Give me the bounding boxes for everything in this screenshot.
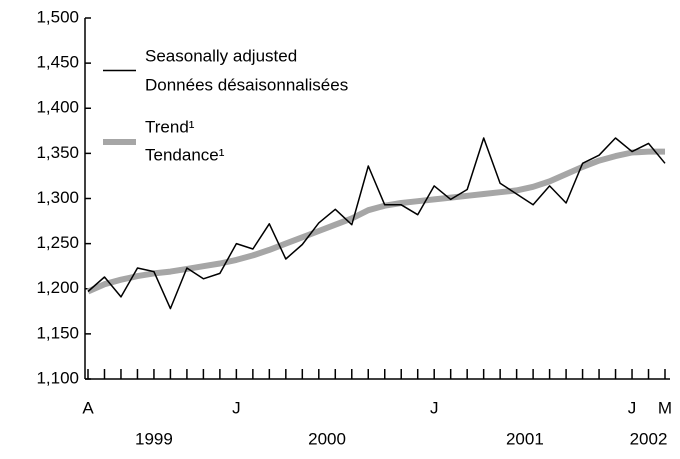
x-tick-label: M: [658, 398, 672, 417]
y-tick-label: 1,100: [36, 368, 79, 387]
x-tick-label: A: [82, 398, 94, 417]
series-line: [87, 137, 666, 310]
y-tick-label: 1,500: [36, 7, 79, 26]
x-tick-label: J: [232, 398, 241, 417]
y-tick-label: 1,250: [36, 233, 79, 252]
year-label: 2001: [506, 429, 544, 448]
legend-label: Trend¹: [145, 117, 195, 136]
y-tick-label: 1,200: [36, 278, 79, 297]
series-line: [86, 148, 665, 295]
legend-label: Tendance¹: [145, 145, 225, 164]
legend-label: Données désaisonnalisées: [145, 75, 348, 94]
y-tick-label: 1,300: [36, 188, 79, 207]
year-label: 2002: [630, 429, 668, 448]
year-label: 2000: [308, 429, 346, 448]
x-tick-label: J: [430, 398, 439, 417]
y-tick-label: 1,150: [36, 323, 79, 342]
y-tick-label: 1,350: [36, 143, 79, 162]
year-label: 1999: [135, 429, 173, 448]
legend-label: Seasonally adjusted: [145, 46, 297, 65]
x-tick-label: J: [628, 398, 637, 417]
y-tick-label: 1,400: [36, 98, 79, 117]
y-tick-label: 1,450: [36, 53, 79, 72]
